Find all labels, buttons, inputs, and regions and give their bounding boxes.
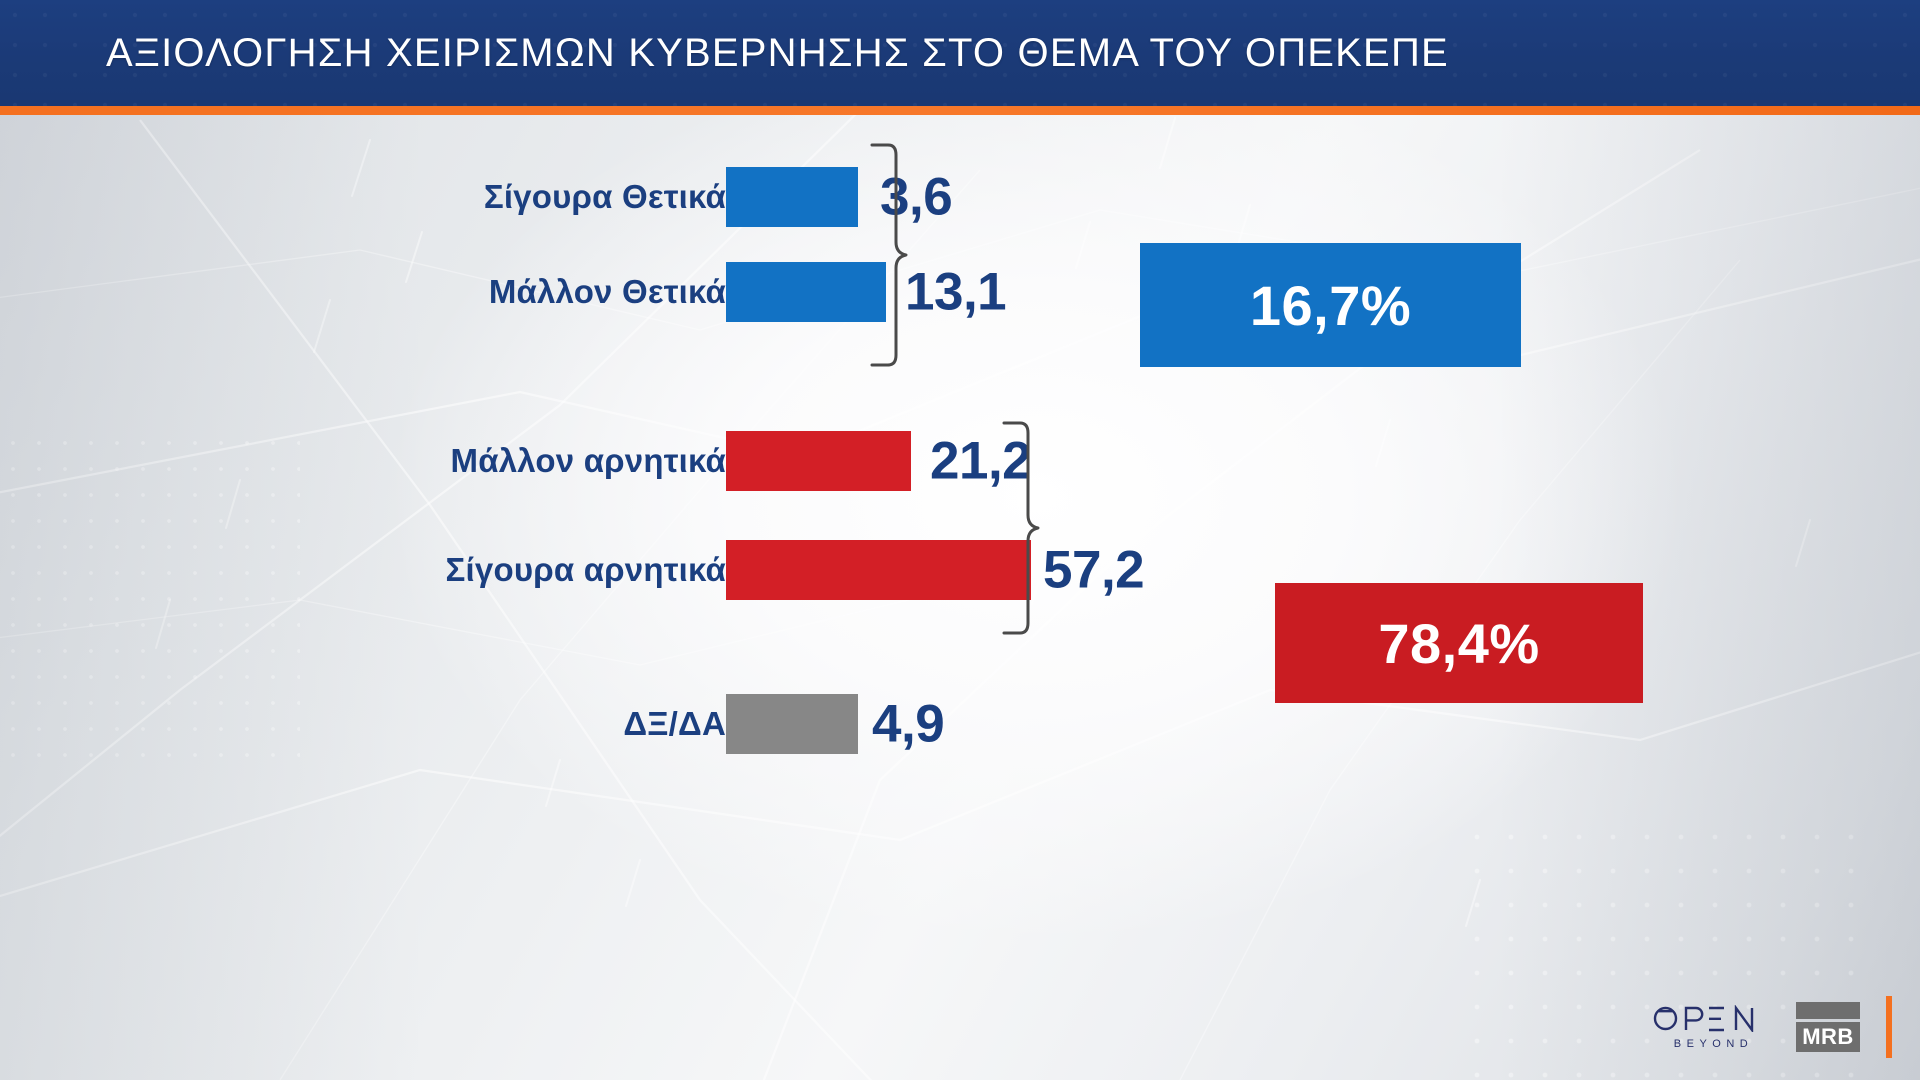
summary-value-negative: 78,4% xyxy=(1378,611,1540,675)
brace-positive-group xyxy=(870,143,908,367)
bar-value-dk-da: 4,9 xyxy=(872,694,945,754)
row-label-dk-da: ΔΞ/ΔΑ xyxy=(623,705,726,742)
logo-cluster: BEYOND MRB xyxy=(1652,996,1892,1058)
header-band: ΑΞΙΟΛΟΓΗΣΗ ΧΕΙΡΙΣΜΩΝ ΚΥΒΕΡΝΗΣΗΣ ΣΤΟ ΘΕΜΑ… xyxy=(0,0,1920,106)
chart-row-sigoura-arnitika: Σίγουρα αρνητικά xyxy=(120,532,726,608)
bar-mallon-thetika xyxy=(726,262,886,322)
open-tagline: BEYOND xyxy=(1673,1037,1754,1050)
chart-row-sigoura-thetika: Σίγουρα Θετικά xyxy=(120,159,726,235)
chart-row-mallon-arnitika: Μάλλον αρνητικά xyxy=(120,423,726,499)
mrb-logo: MRB xyxy=(1796,1002,1860,1052)
bar-mallon-arnitika xyxy=(726,431,911,491)
row-label-sigoura-thetika: Σίγουρα Θετικά xyxy=(483,178,726,215)
row-label-sigoura-arnitika: Σίγουρα αρνητικά xyxy=(445,551,726,588)
bar-dk-da xyxy=(726,694,858,754)
bar-sigoura-thetika xyxy=(726,167,858,227)
background-dot-pattern-left xyxy=(0,430,300,760)
brace-negative-group xyxy=(1002,421,1040,635)
row-label-mallon-arnitika: Μάλλον αρνητικά xyxy=(450,442,726,479)
header-texture xyxy=(0,0,1920,106)
header-accent-stripe xyxy=(0,106,1920,115)
bar-value-sigoura-arnitika: 57,2 xyxy=(1043,540,1145,600)
open-letterforms-icon xyxy=(1653,1004,1754,1032)
row-label-mallon-thetika: Μάλλον Θετικά xyxy=(488,273,726,310)
summary-box-negative: 78,4% xyxy=(1275,583,1643,703)
chart-row-dk-da: ΔΞ/ΔΑ xyxy=(120,686,726,762)
mrb-logo-wordmark: MRB xyxy=(1796,1022,1860,1052)
page-title: ΑΞΙΟΛΟΓΗΣΗ ΧΕΙΡΙΣΜΩΝ ΚΥΒΕΡΝΗΣΗΣ ΣΤΟ ΘΕΜΑ… xyxy=(106,30,1449,75)
bar-value-sigoura-thetika: 3,6 xyxy=(880,167,953,227)
mrb-logo-top-bar xyxy=(1796,1002,1860,1019)
bar-value-mallon-arnitika: 21,2 xyxy=(930,431,1032,491)
orange-accent-bar xyxy=(1886,996,1892,1058)
summary-value-positive: 16,7% xyxy=(1249,273,1412,337)
chart-row-mallon-thetika: Μάλλον Θετικά xyxy=(120,254,726,330)
bar-value-mallon-thetika: 13,1 xyxy=(905,262,1007,322)
open-beyond-logo: BEYOND xyxy=(1652,1004,1770,1050)
summary-box-positive: 16,7% xyxy=(1140,243,1521,367)
bar-sigoura-arnitika xyxy=(726,540,1031,600)
open-wordmark xyxy=(1652,1004,1770,1032)
